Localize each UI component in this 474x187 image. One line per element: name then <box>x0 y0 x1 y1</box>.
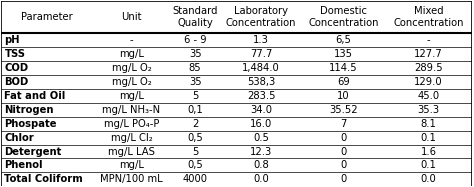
Text: 1.6: 1.6 <box>420 146 437 157</box>
Text: mg/L NH₃-N: mg/L NH₃-N <box>102 105 161 115</box>
Text: Unit: Unit <box>121 12 142 22</box>
Text: 6,5: 6,5 <box>336 35 352 45</box>
Text: 5: 5 <box>192 146 198 157</box>
Text: 12.3: 12.3 <box>250 146 272 157</box>
Text: Fat and Oil: Fat and Oil <box>4 91 66 101</box>
Text: Nitrogen: Nitrogen <box>4 105 54 115</box>
Text: 8.1: 8.1 <box>420 119 437 129</box>
Text: 0: 0 <box>340 146 346 157</box>
Text: 0,5: 0,5 <box>187 133 203 142</box>
Text: Chlor: Chlor <box>4 133 34 142</box>
Text: 0: 0 <box>340 174 346 184</box>
Text: 127.7: 127.7 <box>414 49 443 59</box>
Text: mg/L PO₄-P: mg/L PO₄-P <box>104 119 159 129</box>
Text: 0.8: 0.8 <box>253 160 269 170</box>
Text: 2: 2 <box>192 119 198 129</box>
Text: 35.52: 35.52 <box>329 105 358 115</box>
Text: 0.0: 0.0 <box>253 174 269 184</box>
Text: 34.0: 34.0 <box>250 105 272 115</box>
Text: 0,1: 0,1 <box>187 105 203 115</box>
Text: 0: 0 <box>340 133 346 142</box>
Text: 7: 7 <box>340 119 347 129</box>
Text: Phospate: Phospate <box>4 119 57 129</box>
Text: Detergent: Detergent <box>4 146 62 157</box>
Text: Laboratory
Concentration: Laboratory Concentration <box>226 6 296 28</box>
Text: 77.7: 77.7 <box>250 49 272 59</box>
Text: 0.1: 0.1 <box>420 133 437 142</box>
Text: 283.5: 283.5 <box>247 91 275 101</box>
Text: Phenol: Phenol <box>4 160 43 170</box>
Text: Domestic
Concentration: Domestic Concentration <box>309 6 379 28</box>
Text: mg/L LAS: mg/L LAS <box>108 146 155 157</box>
Text: 289.5: 289.5 <box>414 63 443 73</box>
Text: TSS: TSS <box>4 49 26 59</box>
Text: -: - <box>130 35 133 45</box>
Text: Parameter: Parameter <box>21 12 73 22</box>
Text: 0.1: 0.1 <box>420 160 437 170</box>
Text: 4000: 4000 <box>182 174 208 184</box>
Text: 129.0: 129.0 <box>414 77 443 87</box>
Text: Mixed
Concentration: Mixed Concentration <box>393 6 464 28</box>
Text: 0.5: 0.5 <box>253 133 269 142</box>
Text: 538,3: 538,3 <box>247 77 275 87</box>
Text: Standard
Quality: Standard Quality <box>173 6 218 28</box>
Text: 10: 10 <box>337 91 350 101</box>
Text: Total Coliform: Total Coliform <box>4 174 83 184</box>
Text: 85: 85 <box>189 63 201 73</box>
Text: 1,484.0: 1,484.0 <box>242 63 280 73</box>
Text: mg/L: mg/L <box>119 91 144 101</box>
Text: 35.3: 35.3 <box>418 105 439 115</box>
Text: pH: pH <box>4 35 20 45</box>
Text: 45.0: 45.0 <box>418 91 439 101</box>
Text: BOD: BOD <box>4 77 29 87</box>
Text: mg/L Cl₂: mg/L Cl₂ <box>110 133 152 142</box>
Text: 35: 35 <box>189 77 201 87</box>
Text: mg/L: mg/L <box>119 49 144 59</box>
Text: 16.0: 16.0 <box>250 119 272 129</box>
Text: mg/L O₂: mg/L O₂ <box>111 77 151 87</box>
Text: mg/L: mg/L <box>119 160 144 170</box>
Text: 0,5: 0,5 <box>187 160 203 170</box>
Text: 0.0: 0.0 <box>420 174 436 184</box>
Text: 0: 0 <box>340 160 346 170</box>
Text: 135: 135 <box>334 49 353 59</box>
Text: COD: COD <box>4 63 28 73</box>
Text: 69: 69 <box>337 77 350 87</box>
Text: 35: 35 <box>189 49 201 59</box>
Text: 6 - 9: 6 - 9 <box>184 35 207 45</box>
Text: mg/L O₂: mg/L O₂ <box>111 63 151 73</box>
Text: 5: 5 <box>192 91 198 101</box>
Text: -: - <box>427 35 430 45</box>
Text: 114.5: 114.5 <box>329 63 358 73</box>
Text: MPN/100 mL: MPN/100 mL <box>100 174 163 184</box>
Text: 1.3: 1.3 <box>253 35 269 45</box>
